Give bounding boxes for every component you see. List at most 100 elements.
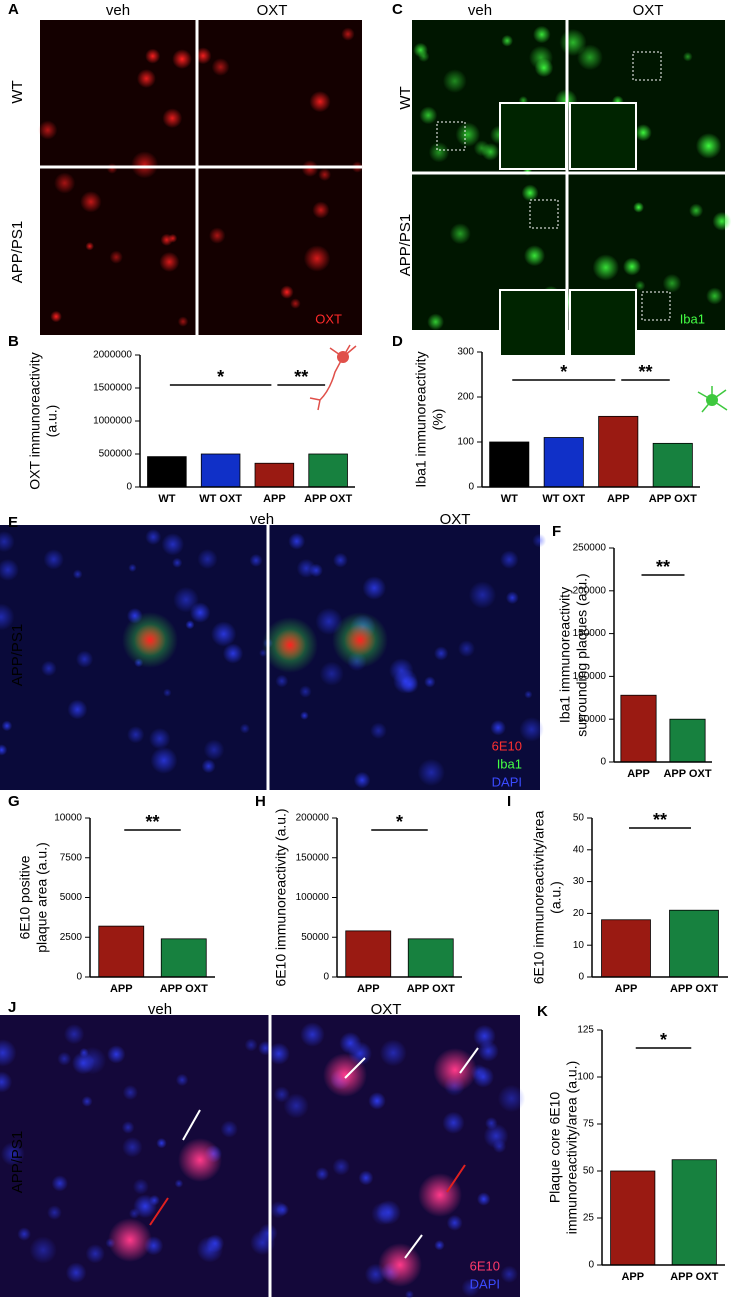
cell <box>319 661 344 686</box>
x-tick-label: APP <box>615 983 638 995</box>
y-axis-label: 6E10 immunoreactivity (a.u.) <box>273 808 289 986</box>
cell <box>197 548 218 570</box>
panel-letter: A <box>8 1 19 18</box>
cell <box>78 1046 107 1075</box>
cell <box>400 675 419 694</box>
cell <box>519 717 544 742</box>
bar <box>345 930 392 978</box>
y-axis-label: OXT immunoreactivity <box>27 352 43 489</box>
cell <box>332 552 348 568</box>
y-axis-label: (a.u.) <box>44 405 60 438</box>
y-tick-label: 50 <box>583 1166 595 1177</box>
cell <box>150 746 178 774</box>
cell <box>149 727 171 750</box>
x-tick-label: APP OXT <box>663 768 711 780</box>
stain-label: OXT <box>315 311 342 326</box>
y-axis-label: (%) <box>430 409 446 431</box>
cell <box>189 602 211 623</box>
bar <box>671 1159 717 1266</box>
cell <box>413 42 428 58</box>
panel-letter: G <box>8 793 20 810</box>
bar <box>200 453 241 488</box>
y-tick-label: 100000 <box>296 892 330 903</box>
x-tick-label: APP OXT <box>407 983 455 995</box>
y-tick-label: 25 <box>583 1213 595 1224</box>
cell <box>492 1139 507 1154</box>
y-axis-label: plaque area (a.u.) <box>34 842 50 953</box>
cell <box>122 1084 138 1101</box>
stain-label: 6E10 <box>492 738 522 753</box>
column-label: veh <box>250 511 274 528</box>
y-tick-label: 7500 <box>60 852 83 863</box>
bar <box>308 453 348 488</box>
x-tick-label: APP <box>621 1271 644 1283</box>
panel-letter: E <box>8 514 18 531</box>
stain-label: Iba1 <box>680 311 705 326</box>
panel-letter: D <box>392 333 403 350</box>
arrow <box>459 1047 479 1074</box>
cell <box>122 1136 143 1158</box>
y-tick-label: 50000 <box>578 714 606 725</box>
cell <box>160 233 173 246</box>
y-tick-label: 0 <box>588 1260 594 1271</box>
cell <box>280 285 294 299</box>
significance-label: * <box>217 367 224 387</box>
cell <box>371 1201 395 1226</box>
cell <box>299 685 312 698</box>
y-tick-label: 30 <box>573 876 585 887</box>
bar <box>669 909 719 978</box>
bar <box>407 938 454 978</box>
column-label: OXT <box>440 511 471 528</box>
x-tick-label: APP <box>627 768 650 780</box>
cell <box>341 27 355 41</box>
cell <box>449 223 471 245</box>
cell <box>29 1236 57 1264</box>
cell <box>476 1192 491 1206</box>
cell <box>472 1066 495 1088</box>
cell <box>419 106 438 125</box>
y-tick-label: 150000 <box>296 852 330 863</box>
cell <box>41 660 57 677</box>
cell <box>592 254 620 281</box>
cell <box>145 529 162 545</box>
cell <box>156 1137 167 1149</box>
cell <box>468 581 497 609</box>
cell <box>473 140 490 157</box>
cell <box>523 245 546 267</box>
cell <box>0 1071 13 1093</box>
cell <box>54 172 76 194</box>
y-tick-label: 0 <box>468 482 474 493</box>
significance-label: ** <box>145 812 159 832</box>
y-axis-label: Plaque core 6E10 <box>547 1092 563 1204</box>
cell <box>288 532 306 550</box>
cell <box>315 1167 330 1181</box>
y-tick-label: 20 <box>573 908 585 919</box>
cell <box>131 151 159 179</box>
cell <box>109 250 123 264</box>
cell <box>490 719 506 736</box>
cell <box>209 227 226 244</box>
y-tick-label: 2500 <box>60 932 83 943</box>
cell <box>379 1039 407 1067</box>
cell <box>500 1265 519 1284</box>
plaque <box>378 1243 422 1287</box>
cell <box>485 1116 498 1130</box>
cell <box>145 48 161 64</box>
cell <box>249 553 263 567</box>
cell <box>38 120 58 140</box>
inset <box>499 289 567 357</box>
inset <box>499 102 567 170</box>
row-label: APP/PS1 <box>9 221 26 284</box>
y-tick-label: 0 <box>76 972 82 983</box>
cell <box>695 133 722 159</box>
plaque <box>108 1218 152 1262</box>
roi <box>632 51 662 81</box>
cell <box>273 1086 290 1103</box>
panel-letter: F <box>552 523 561 540</box>
cell <box>576 44 603 71</box>
cell <box>622 257 641 276</box>
y-tick-label: 10 <box>573 940 585 951</box>
arrow <box>344 1057 366 1079</box>
cell <box>0 1039 17 1067</box>
